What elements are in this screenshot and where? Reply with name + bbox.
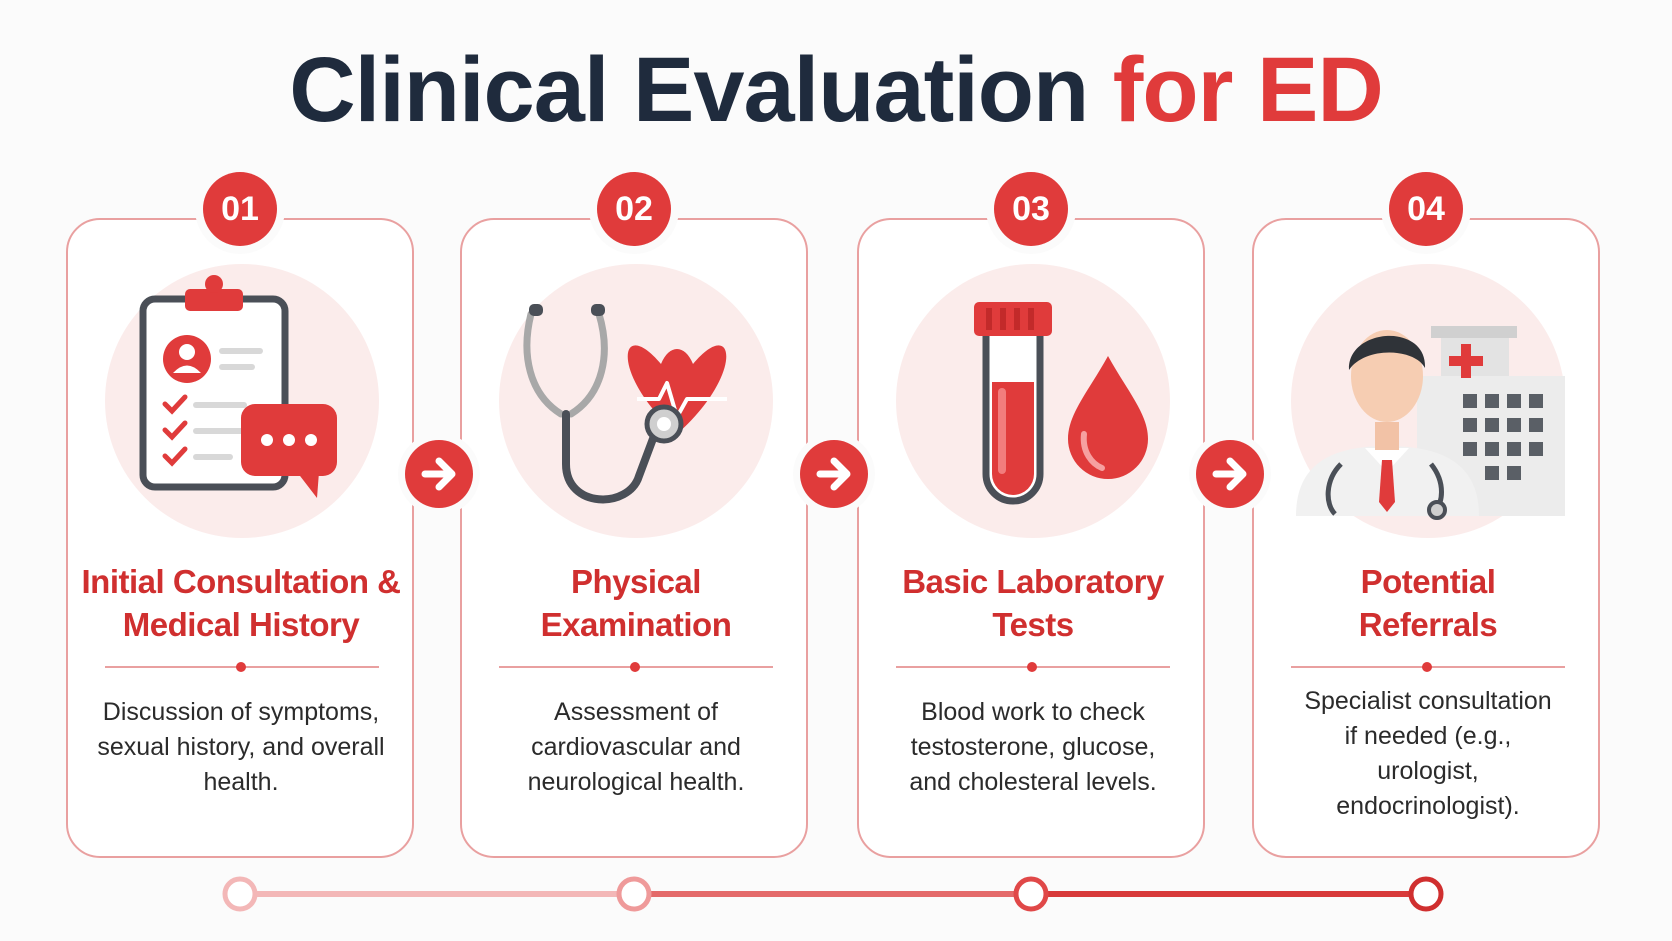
test-tube-blood-drop-icon <box>896 264 1170 538</box>
timeline-node <box>222 876 258 912</box>
step-number-badge: 02 <box>597 172 671 246</box>
divider-dot <box>236 662 246 672</box>
divider-dot <box>1027 662 1037 672</box>
step-card-2: Physical Examination Assessment of cardi… <box>460 218 808 858</box>
step-number-badge: 04 <box>1389 172 1463 246</box>
title-main: Clinical Evaluation <box>289 39 1089 141</box>
divider-dot <box>630 662 640 672</box>
clipboard-chat-icon <box>105 264 379 538</box>
page-title: Clinical Evaluation for ED <box>0 38 1672 143</box>
step-description: Assessment of cardiovascular and neurolo… <box>527 698 745 796</box>
arrow-right-icon <box>1196 440 1264 508</box>
step-card-3: Basic Laboratory Tests Blood work to che… <box>857 218 1205 858</box>
step-number-badge: 01 <box>203 172 277 246</box>
step-description: Discussion of symptoms, sexual history, … <box>97 698 385 796</box>
stethoscope-heart-icon <box>499 264 773 538</box>
step-description: Blood work to check testosterone, glucos… <box>909 698 1157 796</box>
arrow-right-icon <box>800 440 868 508</box>
title-accent: for ED <box>1112 39 1384 141</box>
step-card-4: Potential Referrals Specialist consultat… <box>1252 218 1600 858</box>
doctor-hospital-icon <box>1291 264 1565 538</box>
step-title: Basic Laboratory Tests <box>902 563 1164 643</box>
step-number-badge: 03 <box>994 172 1068 246</box>
step-title: Potential Referrals <box>1358 563 1498 643</box>
arrow-right-icon <box>405 440 473 508</box>
divider-dot <box>1422 662 1432 672</box>
step-description: Specialist consultation if needed (e.g.,… <box>1304 687 1552 820</box>
step-title: Initial Consultation & Medical History <box>81 563 401 643</box>
timeline-node <box>616 876 652 912</box>
timeline-node <box>1408 876 1444 912</box>
step-card-1: Initial Consultation & Medical History D… <box>66 218 414 858</box>
timeline-node <box>1013 876 1049 912</box>
step-title: Physical Examination <box>540 563 732 643</box>
progress-timeline <box>222 876 1444 912</box>
